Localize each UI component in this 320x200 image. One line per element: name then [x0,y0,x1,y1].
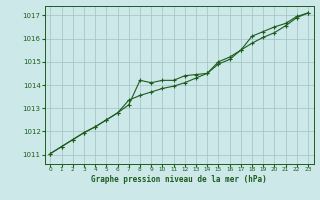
X-axis label: Graphe pression niveau de la mer (hPa): Graphe pression niveau de la mer (hPa) [91,175,267,184]
